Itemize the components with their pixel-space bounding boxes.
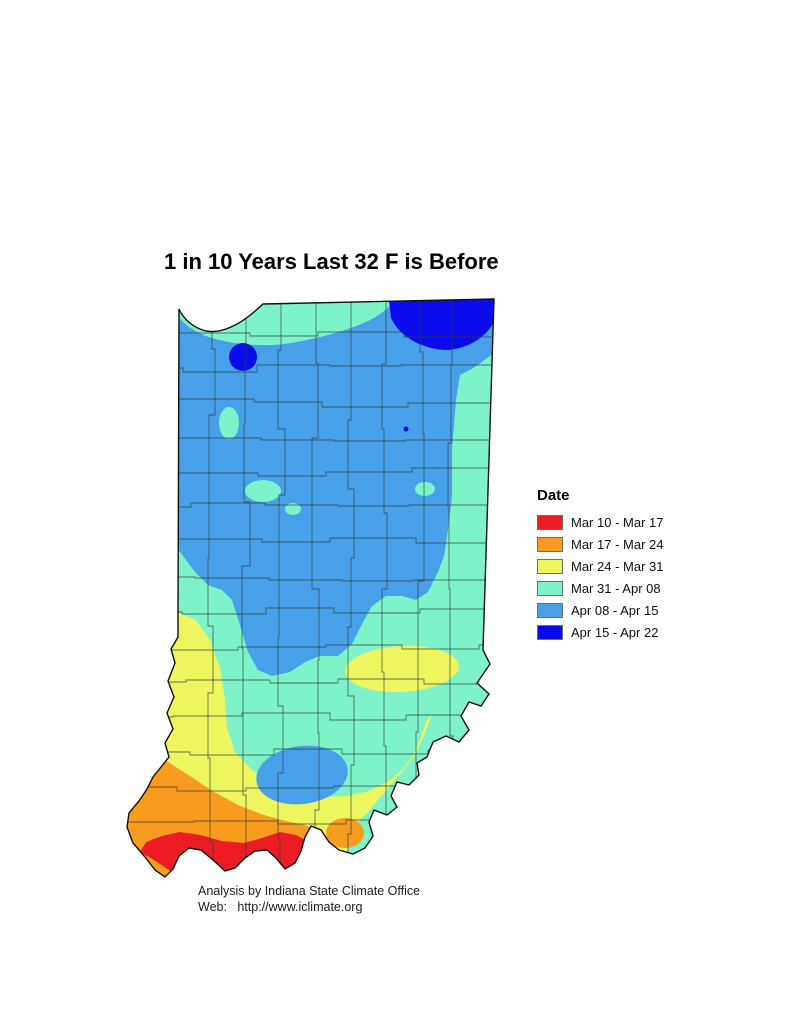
map-region-aqua-pocket-2 (245, 480, 281, 502)
map-region-apr08-apr15-north (166, 299, 494, 676)
legend-item: Mar 10 - Mar 17 (537, 515, 663, 530)
attribution: Analysis by Indiana State Climate Office… (198, 884, 420, 915)
map-region-apr15-apr22-dot (403, 426, 409, 432)
legend: Date Mar 10 - Mar 17 Mar 17 - Mar 24 Mar 2… (537, 487, 663, 647)
county-boundary-line (127, 678, 494, 685)
county-boundary-line (127, 607, 494, 615)
attribution-line-2: Web: http://www.iclimate.org (198, 899, 363, 914)
legend-swatch-red (537, 515, 563, 530)
county-boundary-line (277, 299, 286, 877)
county-boundary-line (241, 299, 251, 877)
county-boundary-line (381, 299, 388, 877)
map-region-aqua-pocket-1 (219, 407, 239, 439)
legend-item: Apr 08 - Apr 15 (537, 603, 663, 618)
legend-item: Mar 17 - Mar 24 (537, 537, 663, 552)
page-title: 1 in 10 Years Last 32 F is Before (164, 249, 499, 274)
legend-label: Mar 31 - Apr 08 (571, 581, 661, 596)
map-region-mar17-mar24-southpocket (326, 818, 364, 848)
county-boundary-line (347, 299, 355, 877)
legend-title: Date (537, 487, 570, 504)
legend-swatch-orange (537, 537, 563, 552)
legend-swatch-blue (537, 603, 563, 618)
map-region-mar24-mar31-central (345, 645, 459, 693)
legend-label: Apr 15 - Apr 22 (571, 625, 659, 640)
county-boundary-line (127, 331, 494, 338)
map-region-apr15-apr22-laporte (229, 343, 257, 371)
legend-swatch-dark_blue (537, 625, 563, 640)
state-outline (126, 298, 495, 878)
county-boundary-line (127, 437, 494, 443)
county-boundary-line (127, 748, 494, 756)
map-region-aqua-pocket-4 (415, 482, 435, 496)
map-region-mar10-mar17-ohioriver (140, 832, 308, 877)
county-boundary-line (447, 299, 454, 877)
legend-swatch-aqua (537, 581, 563, 596)
legend-label: Mar 17 - Mar 24 (571, 537, 664, 552)
legend-item: Mar 31 - Apr 08 (537, 581, 663, 596)
attribution-line-1: Analysis by Indiana State Climate Office (198, 884, 421, 898)
map-region-apr15-apr22-northeast (388, 299, 494, 350)
legend-item: Mar 24 - Mar 31 (537, 559, 663, 574)
map-region-aqua-pocket-3 (285, 503, 301, 515)
map-region-apr08-apr15-southpocket (256, 745, 348, 805)
legend-label: Apr 08 - Apr 15 (571, 603, 659, 618)
legend-items: Mar 10 - Mar 17 Mar 17 - Mar 24 Mar 24 - M… (537, 515, 663, 640)
legend-swatch-yellow (537, 559, 563, 574)
county-boundary-line (207, 299, 216, 877)
legend-label: Mar 24 - Mar 31 (571, 559, 664, 574)
legend-label: Mar 10 - Mar 17 (571, 515, 664, 530)
county-boundary-line (127, 576, 494, 582)
county-boundary-line (127, 502, 494, 508)
legend-item: Apr 15 - Apr 22 (537, 625, 663, 640)
